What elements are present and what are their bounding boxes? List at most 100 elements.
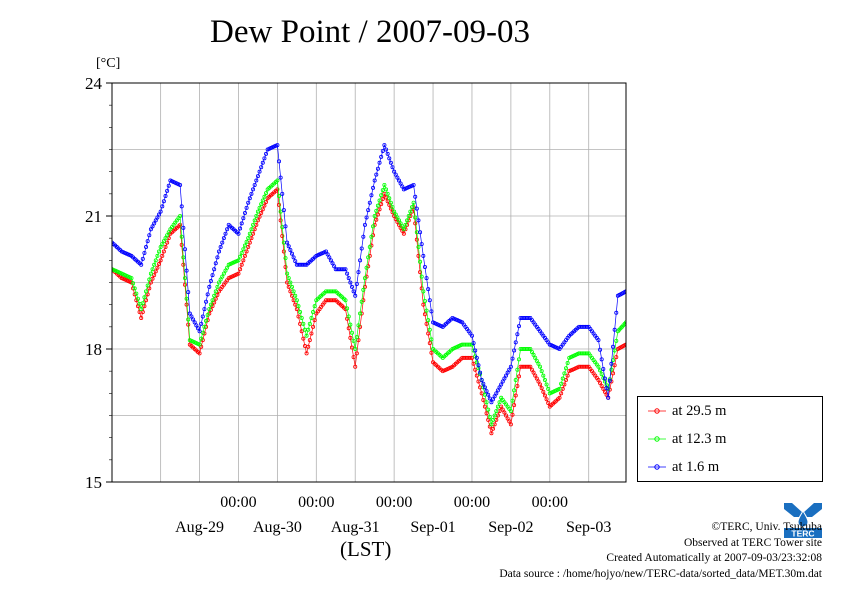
data-point [182,276,187,281]
data-point [259,211,264,216]
data-point [405,218,410,223]
data-point [516,374,521,379]
data-point [495,404,500,409]
data-point [166,230,171,235]
data-point [275,187,280,192]
data-point [346,326,351,331]
data-point [242,243,247,248]
x-date-label: Aug-30 [253,519,302,536]
data-point [398,221,403,226]
y-tick-label: 18 [85,340,102,359]
data-point [354,351,359,356]
data-point [257,205,262,210]
data-point [426,287,431,292]
data-point [356,323,361,328]
data-point [353,364,358,369]
data-point [380,148,385,153]
data-point [510,398,515,403]
data-point [152,273,157,278]
data-point [283,224,288,229]
data-point [471,361,476,366]
data-point [546,400,551,405]
data-point [371,224,376,229]
data-point [140,310,145,315]
data-point [280,233,285,238]
data-point [429,309,434,314]
data-point [499,382,504,387]
data-point [379,202,384,207]
data-point [393,212,398,217]
data-point [379,154,384,159]
data-point [332,298,337,303]
data-point [400,224,405,229]
data-point [277,159,282,164]
legend-label: at 1.6 m [672,458,720,475]
data-point [406,213,411,218]
data-point [416,245,421,250]
data-point [348,280,353,285]
data-point [293,293,298,298]
data-point [238,226,243,231]
data-point [408,209,413,214]
data-point [489,400,494,405]
data-point [531,370,536,375]
data-point [599,372,604,377]
data-point [513,340,518,345]
data-point [255,174,260,179]
data-point [416,218,421,223]
data-point [205,292,210,297]
data-point [260,198,265,203]
data-point [539,369,544,374]
data-point [508,409,513,414]
data-point [497,400,502,405]
data-point [294,307,299,312]
data-point [564,378,569,383]
data-point [312,304,317,309]
data-point [182,247,187,252]
data-point [382,143,387,148]
data-point [596,338,601,343]
data-point [538,382,543,387]
data-point [513,393,518,398]
data-point [246,200,251,205]
data-point [388,160,393,165]
data-point [257,169,262,174]
data-point [426,331,431,336]
data-point [512,348,517,353]
data-point [489,422,494,427]
data-point [390,205,395,210]
data-point [217,249,222,254]
data-point [559,391,564,396]
data-point [165,233,170,238]
credits-block: ©TERC, Univ. Tsukuba Observed at TERC To… [499,520,822,582]
data-point [286,276,291,281]
data-point [187,311,192,316]
data-point [332,289,337,294]
data-point [512,403,517,408]
data-point [421,289,426,294]
data-point [478,370,483,375]
data-point [192,320,197,325]
data-point [426,318,431,323]
data-point [289,251,294,256]
data-point [140,301,145,306]
data-point [557,386,562,391]
data-point [359,299,364,304]
data-point [414,237,419,242]
data-point [604,386,609,391]
data-point [129,276,134,281]
data-point [161,249,166,254]
data-point [236,271,241,276]
data-point [484,411,489,416]
data-point [356,338,361,343]
data-point [207,284,212,289]
data-point [422,264,427,269]
data-point [241,258,246,263]
data-point [424,308,429,313]
legend-label: at 12.3 m [672,430,727,447]
data-point [348,335,353,340]
data-point [255,209,260,214]
data-point [218,277,223,282]
data-point [325,252,330,257]
data-point [353,346,358,351]
